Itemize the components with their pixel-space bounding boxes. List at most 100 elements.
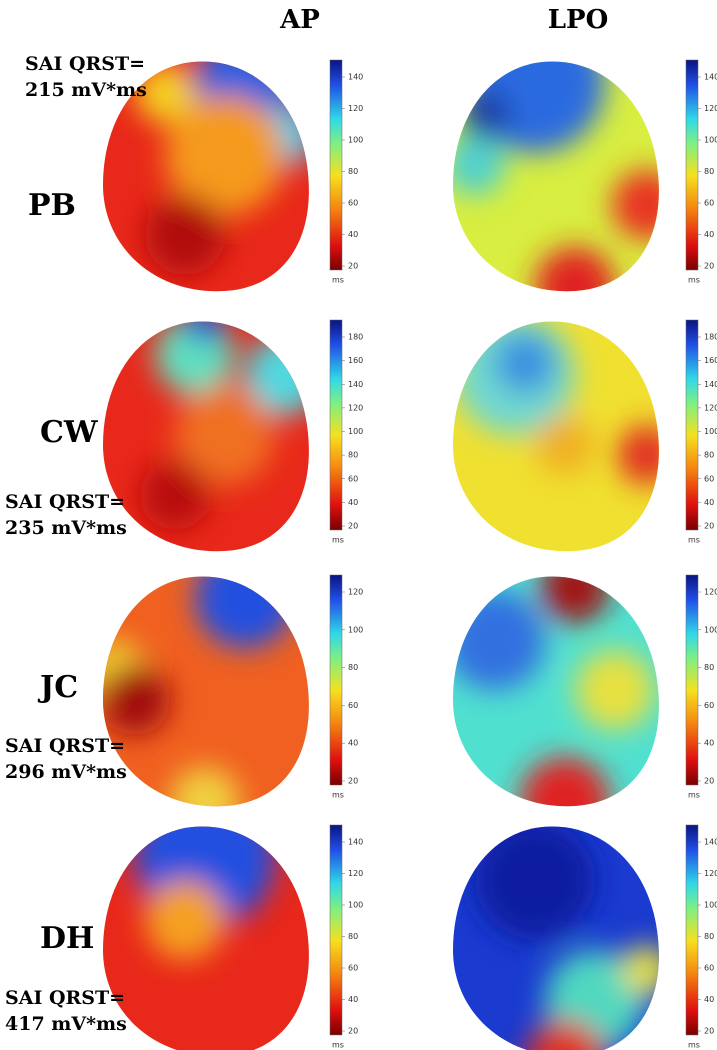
heart-regions: [135, 61, 309, 275]
colorbar-tick-label: 60: [704, 199, 714, 208]
row-label: CW: [40, 415, 99, 450]
colorbar-tick-label: 140: [348, 838, 363, 847]
heart-map: [103, 576, 309, 807]
colorbar-tick-label: 20: [704, 1027, 714, 1036]
heart-region: [103, 665, 170, 735]
heart-surface: [453, 576, 659, 807]
heart-surface: [103, 321, 309, 552]
heart-region: [175, 385, 275, 485]
colorbar-tick-label: 100: [348, 427, 363, 436]
colorbar-unit: ms: [332, 791, 344, 800]
heart-map: [103, 826, 309, 1050]
colorbar-tick-label: 80: [348, 932, 358, 941]
colorbar: [329, 59, 343, 271]
colorbar-tick-label: 100: [348, 625, 363, 634]
colorbar-tick-label: 140: [348, 73, 363, 82]
colorbar-tick-label: 120: [348, 403, 363, 412]
colorbar-tick-label: 60: [704, 474, 714, 483]
colorbar-tick-label: 120: [704, 588, 717, 597]
heart-map: [103, 61, 309, 292]
colorbar-tick-label: 40: [704, 995, 714, 1004]
heart-surface: [453, 61, 659, 292]
colorbar-unit: ms: [332, 276, 344, 285]
heart-region: [170, 767, 240, 807]
colorbar-tick-label: 80: [348, 663, 358, 672]
sai-value: 296 mV*ms: [5, 761, 127, 783]
colorbar-tick-label: 40: [704, 498, 714, 507]
colorbar-tick-label: 160: [704, 356, 717, 365]
colorbar-tick-label: 60: [348, 701, 358, 710]
colorbar-tick-label: 100: [348, 901, 363, 910]
colorbar-tick-label: 20: [704, 522, 714, 531]
heart-map: [103, 321, 309, 552]
colorbar-tick-label: 40: [704, 739, 714, 748]
heart-region: [145, 880, 225, 960]
colorbar-unit: ms: [688, 791, 700, 800]
sai-value: 417 mV*ms: [5, 1013, 127, 1035]
colorbar-tick-label: 100: [348, 136, 363, 145]
colorbar-unit: ms: [332, 1041, 344, 1050]
colorbar-tick-label: 80: [704, 932, 714, 941]
colorbar-tick-label: 80: [704, 663, 714, 672]
heart-region: [140, 460, 210, 530]
colorbar-tick-label: 40: [348, 230, 358, 239]
heart-surface: [453, 826, 659, 1050]
row-label: JC: [37, 670, 78, 705]
colorbar-tick-label: 80: [704, 167, 714, 176]
colorbar-tick-label: 20: [704, 777, 714, 786]
colorbar: [329, 319, 343, 531]
colorbar-tick-label: 60: [704, 964, 714, 973]
colorbar-tick-label: 140: [704, 73, 717, 82]
heart-region: [475, 826, 595, 940]
colorbar-tick-label: 100: [704, 427, 717, 436]
colorbar-tick-label: 20: [348, 262, 358, 271]
heart-map: [453, 826, 659, 1050]
colorbar: [685, 319, 699, 531]
heart-regions: [103, 576, 295, 807]
heart-map: [453, 321, 659, 552]
heart-region: [453, 135, 505, 195]
column-header: LPO: [548, 5, 608, 35]
colorbar-tick-label: 80: [348, 451, 358, 460]
heart-region: [165, 95, 285, 215]
heart-surface: [103, 576, 309, 807]
colorbar-tick-label: 140: [704, 380, 717, 389]
column-header: AP: [279, 5, 320, 35]
sai-label: SAI QRST=: [5, 735, 125, 757]
colorbar-tick-label: 40: [348, 498, 358, 507]
colorbar-tick-label: 180: [348, 333, 363, 342]
sai-value: 235 mV*ms: [5, 517, 127, 539]
colorbar: [685, 59, 699, 271]
colorbar: [685, 824, 699, 1036]
heart-region: [612, 170, 659, 240]
sai-value: 215 mV*ms: [25, 79, 147, 101]
colorbar-tick-label: 60: [348, 474, 358, 483]
colorbar-tick-label: 140: [348, 380, 363, 389]
row-label: PB: [28, 188, 76, 223]
heart-region: [617, 425, 659, 485]
heart-map: [453, 576, 659, 807]
colorbar-tick-label: 100: [704, 901, 717, 910]
colorbar-tick-label: 120: [348, 588, 363, 597]
row-label: DH: [40, 921, 94, 956]
sai-label: SAI QRST=: [5, 987, 125, 1009]
colorbar-tick-label: 140: [704, 838, 717, 847]
colorbar: [685, 574, 699, 786]
heart-region: [575, 650, 655, 730]
colorbar-tick-label: 120: [704, 104, 717, 113]
heart-regions: [135, 826, 275, 960]
colorbar-tick-label: 20: [348, 522, 358, 531]
heart-region: [460, 90, 510, 140]
colorbar-tick-label: 60: [348, 199, 358, 208]
colorbar-tick-label: 60: [704, 701, 714, 710]
colorbar-tick-label: 20: [348, 1027, 358, 1036]
heart-region: [495, 333, 555, 393]
heart-surface: [103, 826, 309, 1050]
heart-surface: [453, 321, 659, 552]
heart-region: [622, 945, 659, 995]
colorbar-tick-label: 120: [704, 869, 717, 878]
colorbar-tick-label: 20: [704, 262, 714, 271]
colorbar-unit: ms: [688, 536, 700, 545]
colorbar-tick-label: 40: [348, 739, 358, 748]
